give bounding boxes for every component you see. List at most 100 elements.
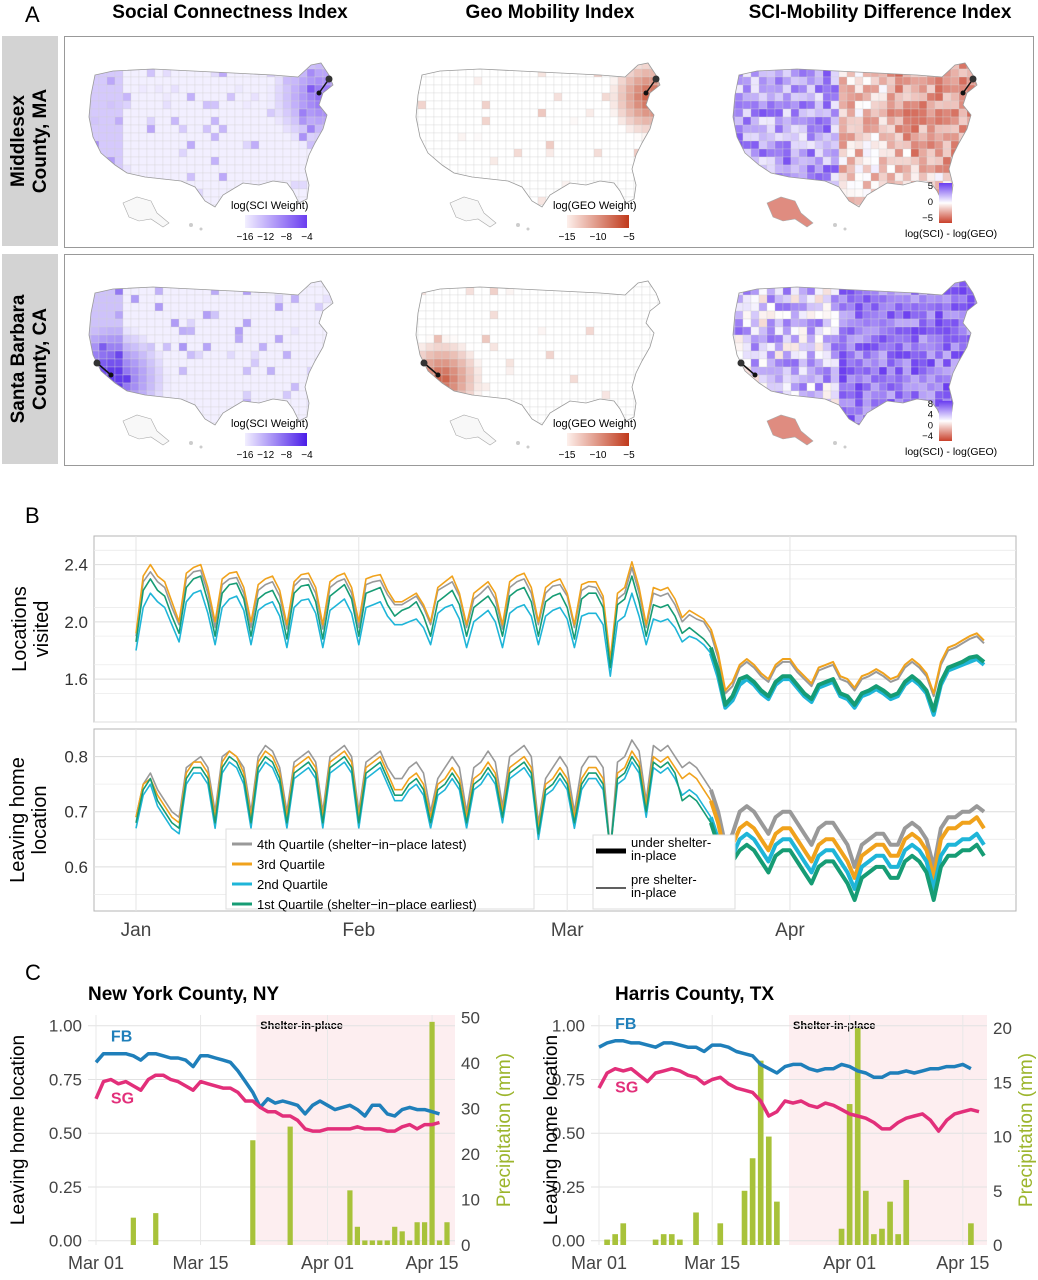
county-cell: [465, 68, 475, 78]
county-cell: [323, 271, 331, 279]
county-cell: [194, 100, 204, 110]
county-cell: [497, 63, 507, 70]
county-cell: [569, 148, 579, 158]
county-cell: [290, 172, 300, 182]
county-cell: [561, 374, 571, 384]
county-cell: [98, 310, 108, 320]
county-cell: [98, 334, 108, 344]
county-cell: [441, 414, 451, 424]
county-cell: [178, 172, 188, 182]
county-cell: [894, 318, 904, 328]
county-cell: [178, 342, 188, 352]
county-cell: [529, 326, 539, 336]
county-cell: [489, 116, 499, 126]
county-cell: [186, 318, 196, 328]
y-tick-label: 0.7: [64, 803, 88, 822]
county-cell: [934, 148, 944, 158]
county-cell: [529, 116, 539, 126]
county-cell: [122, 318, 132, 328]
county-cell: [602, 271, 610, 279]
county-cell: [814, 406, 824, 416]
county-cell: [751, 271, 759, 279]
county-cell: [569, 358, 579, 368]
county-cell: [766, 334, 776, 344]
x-tick-label: Apr 01: [301, 1253, 354, 1273]
county-cell: [657, 342, 660, 352]
county-cell: [211, 53, 219, 61]
county-cell: [750, 84, 760, 94]
county-cell: [625, 172, 635, 182]
county-cell: [162, 92, 172, 102]
county-cell: [934, 342, 944, 352]
county-cell: [330, 286, 333, 296]
county-cell: [577, 334, 587, 344]
county-cell: [806, 358, 816, 368]
county-cell: [942, 140, 952, 150]
county-cell: [322, 92, 332, 102]
county-cell: [601, 148, 611, 158]
county-cell: [798, 286, 808, 296]
county-cell: [505, 100, 515, 110]
county-cell: [870, 358, 880, 368]
county-cell: [513, 196, 523, 206]
county-cell: [846, 84, 856, 94]
county-cell: [569, 124, 579, 134]
county-cell: [537, 286, 547, 296]
county-cell: [822, 164, 832, 174]
county-cell: [449, 116, 459, 126]
county-cell: [790, 68, 800, 78]
county-cell: [218, 342, 228, 352]
county-cell: [489, 334, 499, 344]
county-cell: [266, 63, 276, 70]
county-cell: [838, 366, 848, 376]
county-cell: [146, 281, 156, 288]
county-cell: [886, 318, 896, 328]
county-cell: [505, 156, 515, 166]
county-cell: [846, 116, 856, 126]
county-cell: [274, 172, 284, 182]
county-cell: [830, 390, 840, 400]
county-cell: [758, 342, 768, 352]
county-cell: [457, 281, 467, 288]
county-cell: [942, 318, 952, 328]
county-cell: [162, 334, 172, 344]
county-cell: [122, 124, 132, 134]
county-cell: [250, 148, 260, 158]
county-cell: [250, 156, 260, 166]
county-cell: [918, 406, 928, 416]
county-cell: [290, 124, 300, 134]
county-cell: [609, 390, 619, 400]
county-cell: [799, 271, 807, 279]
county-cell: [601, 350, 611, 360]
county-cell: [154, 140, 164, 150]
county-cell: [601, 294, 611, 304]
series-line-shelter: [708, 800, 986, 880]
county-cell: [537, 204, 547, 207]
county-cell: [838, 140, 848, 150]
county-cell: [513, 374, 523, 384]
county-cell: [322, 414, 332, 424]
county-cell: [322, 422, 332, 425]
county-cell: [98, 172, 108, 182]
legend-tick-label: 8: [928, 399, 933, 410]
legend-title: log(SCI) - log(GEO): [905, 446, 997, 458]
county-cell: [846, 398, 856, 408]
county-cell: [886, 100, 896, 110]
county-cell: [529, 100, 539, 110]
county-cell: [798, 63, 808, 70]
county-cell: [902, 334, 912, 344]
county-cell: [417, 172, 427, 182]
county-cell: [902, 302, 912, 312]
county-cell: [529, 172, 539, 182]
county-cell: [838, 342, 848, 352]
county-cell: [734, 294, 744, 304]
county-cell: [894, 132, 904, 142]
county-cell: [457, 398, 467, 408]
county-cell: [122, 148, 132, 158]
county-cell: [218, 422, 228, 425]
county-cell: [163, 271, 171, 279]
county-cell: [657, 108, 660, 118]
county-cell: [626, 271, 634, 279]
county-cell: [521, 84, 531, 94]
county-cell: [657, 310, 660, 320]
